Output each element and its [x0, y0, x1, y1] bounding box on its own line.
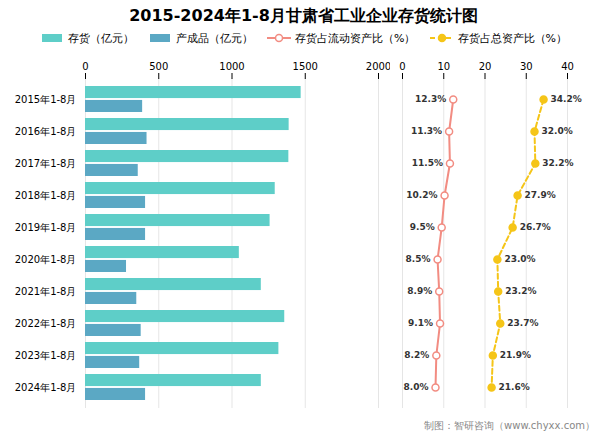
svg-text:8.2%: 8.2%	[404, 350, 429, 360]
svg-text:2024年1-8月: 2024年1-8月	[15, 382, 77, 393]
svg-text:30: 30	[520, 61, 533, 72]
svg-text:21.9%: 21.9%	[500, 350, 531, 360]
svg-text:1000: 1000	[219, 61, 244, 72]
svg-text:23.0%: 23.0%	[504, 254, 535, 264]
html-text:存货占流动资产比（%）: 存货占流动资产比（%）	[295, 31, 416, 45]
svg-text:9.1%: 9.1%	[408, 318, 433, 328]
svg-text:2019年1-8月: 2019年1-8月	[15, 222, 77, 233]
svg-text:2022年1-8月: 2022年1-8月	[15, 318, 77, 329]
svg-text:500: 500	[149, 61, 168, 72]
html-text:2015-2024年1-8月甘肃省工业企业存货统计图: 2015-2024年1-8月甘肃省工业企业存货统计图	[129, 6, 478, 25]
svg-text:11.3%: 11.3%	[411, 126, 442, 136]
svg-text:11.5%: 11.5%	[412, 158, 443, 168]
html-text:制图：智研咨询（www.chyxx.com）: 制图：智研咨询（www.chyxx.com）	[424, 420, 595, 431]
svg-text:2023年1-8月: 2023年1-8月	[15, 350, 77, 361]
svg-text:1500: 1500	[293, 61, 318, 72]
svg-text:10.2%: 10.2%	[406, 190, 437, 200]
svg-text:26.7%: 26.7%	[520, 222, 551, 232]
svg-text:40: 40	[561, 61, 574, 72]
html-text:存货（亿元）: 存货（亿元）	[68, 31, 134, 45]
svg-text:34.2%: 34.2%	[551, 94, 582, 104]
svg-text:8.0%: 8.0%	[404, 382, 429, 392]
svg-text:0: 0	[82, 61, 88, 72]
svg-text:10: 10	[437, 61, 450, 72]
svg-text:2020年1-8月: 2020年1-8月	[15, 254, 77, 265]
svg-text:23.7%: 23.7%	[507, 318, 538, 328]
svg-text:32.2%: 32.2%	[542, 158, 573, 168]
svg-text:21.6%: 21.6%	[499, 382, 530, 392]
svg-text:27.9%: 27.9%	[525, 190, 556, 200]
svg-text:2017年1-8月: 2017年1-8月	[15, 158, 77, 169]
svg-text:2018年1-8月: 2018年1-8月	[15, 190, 77, 201]
svg-text:2016年1-8月: 2016年1-8月	[15, 126, 77, 137]
svg-text:2000: 2000	[366, 61, 390, 72]
svg-text:23.2%: 23.2%	[505, 286, 536, 296]
svg-text:9.5%: 9.5%	[410, 222, 435, 232]
svg-text:32.0%: 32.0%	[542, 126, 573, 136]
svg-text:8.9%: 8.9%	[407, 286, 432, 296]
svg-text:12.3%: 12.3%	[415, 94, 446, 104]
svg-text:2015年1-8月: 2015年1-8月	[15, 94, 77, 105]
html-text:存货占总资产比（%）: 存货占总资产比（%）	[457, 31, 567, 45]
html-text:产成品（亿元）: 产成品（亿元）	[176, 31, 253, 45]
svg-text:2021年1-8月: 2021年1-8月	[15, 286, 77, 297]
svg-text:0: 0	[399, 61, 405, 72]
svg-text:8.5%: 8.5%	[406, 254, 431, 264]
svg-text:20: 20	[479, 61, 492, 72]
